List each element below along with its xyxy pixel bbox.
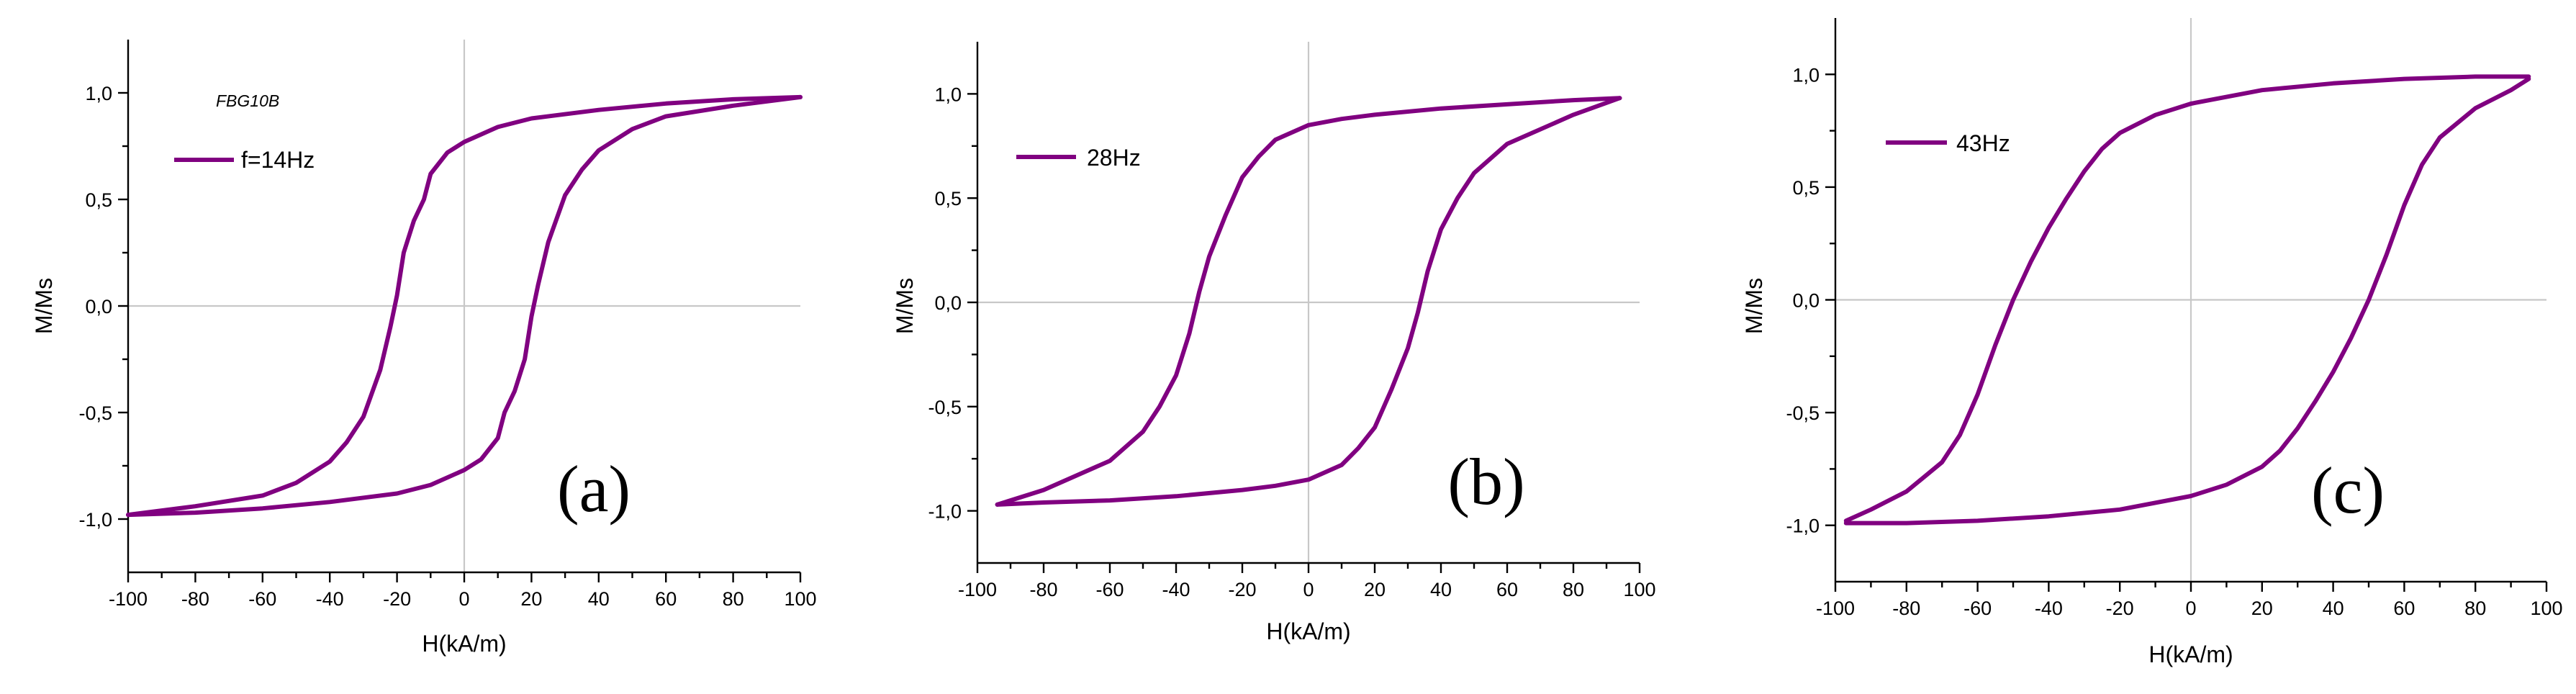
x-tick-label: -80 xyxy=(181,588,209,610)
panel-label: (b) xyxy=(1447,445,1524,518)
x-axis-title: H(kA/m) xyxy=(422,631,506,657)
sample-label: FBG10B xyxy=(216,91,279,110)
y-tick-label: 0,0 xyxy=(85,296,112,317)
x-tick-label: -60 xyxy=(1095,579,1124,600)
x-tick-label: 0 xyxy=(1303,579,1314,600)
x-tick-label: 40 xyxy=(588,588,610,610)
x-tick-label: 20 xyxy=(1364,579,1386,600)
x-tick-label: 0 xyxy=(458,588,469,610)
hysteresis-loop-ascending xyxy=(126,94,803,518)
legend: f=14Hz xyxy=(174,147,315,173)
y-tick-label: 1,0 xyxy=(85,83,112,104)
y-tick-label: 0,0 xyxy=(934,292,962,314)
x-tick-label: 0 xyxy=(2185,598,2196,619)
x-tick-label: -100 xyxy=(1816,598,1855,619)
y-tick-label: -1,0 xyxy=(78,509,112,531)
x-tick-label: 100 xyxy=(1623,579,1655,600)
x-tick-label: 80 xyxy=(1563,579,1584,600)
hysteresis-loop-ascending xyxy=(995,96,1622,507)
x-tick-label: -80 xyxy=(1029,579,1057,600)
x-tick-label: -20 xyxy=(383,588,411,610)
x-tick-label: 100 xyxy=(784,588,816,610)
y-tick-label: 1,0 xyxy=(934,84,962,105)
hysteresis-loop-ascending xyxy=(1843,76,2531,526)
y-tick-label: 1,0 xyxy=(1792,64,1820,86)
legend: 43Hz xyxy=(1886,130,2010,156)
x-tick-label: 20 xyxy=(2251,598,2273,619)
x-tick-label: -80 xyxy=(1892,598,1920,619)
chart-panel-a: -100 -80 -60 -40 -20 0 20 40 60 80 100 -1,0 -0,5 0,0 0… xyxy=(31,40,817,657)
x-tick-label: 100 xyxy=(2530,598,2562,619)
y-tick-label: -1,0 xyxy=(928,501,962,523)
hysteresis-loop-descending xyxy=(126,94,803,518)
y-axis-title: M/Ms xyxy=(1741,278,1767,334)
x-tick-label: 80 xyxy=(723,588,744,610)
y-tick-label: -1,0 xyxy=(1786,515,1820,537)
chart-panel-b: -100 -80 -60 -40 -20 0 20 40 60 80 100 -1,0 -0,5 0,0 0… xyxy=(892,42,1656,644)
y-axis-title: M/Ms xyxy=(892,278,918,334)
y-tick-label: 0,5 xyxy=(934,188,962,209)
y-axis-title: M/Ms xyxy=(31,278,57,334)
y-tick-label: -0,5 xyxy=(1786,402,1820,424)
x-tick-label: 60 xyxy=(655,588,677,610)
x-tick-label: -100 xyxy=(109,588,148,610)
legend-label: f=14Hz xyxy=(241,147,315,173)
y-tick-label: 0,0 xyxy=(1792,290,1820,312)
x-tick-label: -40 xyxy=(2035,598,2063,619)
x-tick-label: 40 xyxy=(2323,598,2344,619)
x-tick-label: -40 xyxy=(1162,579,1190,600)
x-tick-label: -20 xyxy=(1228,579,1256,600)
hysteresis-loop-descending xyxy=(995,96,1622,507)
y-tick-label: -0,5 xyxy=(78,402,112,424)
x-tick-label: 60 xyxy=(1496,579,1518,600)
x-axis-title: H(kA/m) xyxy=(1266,618,1350,644)
hysteresis-loop-descending xyxy=(1843,74,2531,523)
chart-panel-c: -100 -80 -60 -40 -20 0 20 40 60 80 100 -1,0 -0,5 0,0 0… xyxy=(1741,18,2563,667)
x-tick-label: 80 xyxy=(2464,598,2486,619)
legend: 28Hz xyxy=(1016,145,1141,171)
x-tick-label: 40 xyxy=(1430,579,1452,600)
x-axis-title: H(kA/m) xyxy=(2148,641,2233,667)
y-tick-label: -0,5 xyxy=(928,397,962,418)
y-tick-label: 0,5 xyxy=(85,189,112,211)
x-tick-label: -60 xyxy=(1963,598,1992,619)
x-tick-label: -60 xyxy=(248,588,276,610)
y-tick-label: 0,5 xyxy=(1792,177,1820,199)
legend-label: 28Hz xyxy=(1087,145,1141,171)
panel-label: (c) xyxy=(2311,454,2385,527)
x-tick-label: -20 xyxy=(2106,598,2134,619)
x-tick-label: -40 xyxy=(316,588,344,610)
x-tick-label: -100 xyxy=(958,579,997,600)
legend-label: 43Hz xyxy=(1956,130,2010,156)
x-tick-label: 60 xyxy=(2393,598,2415,619)
panel-label: (a) xyxy=(557,452,631,526)
x-tick-label: 20 xyxy=(520,588,542,610)
